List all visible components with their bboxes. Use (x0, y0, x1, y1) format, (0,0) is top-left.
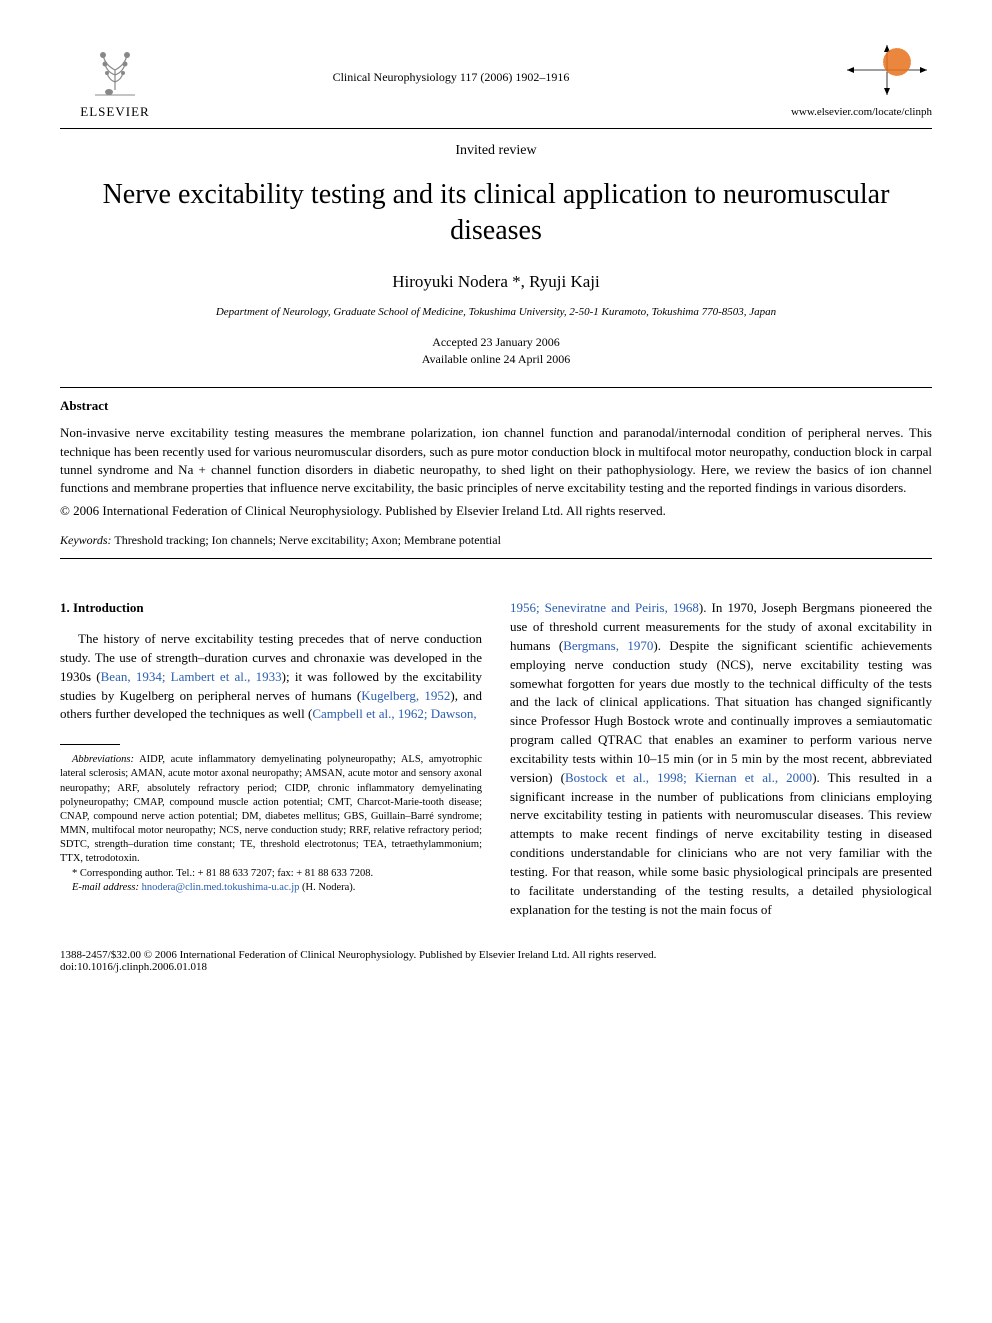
email-link[interactable]: hnodera@clin.med.tokushima-u.ac.jp (142, 882, 300, 893)
abstract-rule-top (60, 387, 932, 388)
journal-reference: Clinical Neurophysiology 117 (2006) 1902… (170, 40, 732, 85)
email-footnote: E-mail address: hnodera@clin.med.tokushi… (60, 881, 482, 895)
article-title: Nerve excitability testing and its clini… (60, 177, 932, 250)
text-fragment: ). Despite the significant scientific ac… (510, 638, 932, 785)
abstract-text: Non-invasive nerve excitability testing … (60, 424, 932, 497)
abbreviations-text: AIDP, acute inflammatory demyelinating p… (60, 754, 482, 864)
column-right: 1956; Seneviratne and Peiris, 1968). In … (510, 599, 932, 919)
citation-link[interactable]: Kugelberg, 1952 (361, 688, 450, 703)
footnote-separator (60, 744, 120, 745)
citation-link[interactable]: 1956; Seneviratne and Peiris, 1968 (510, 600, 699, 615)
article-dates: Accepted 23 January 2006 Available onlin… (60, 334, 932, 368)
citation-link[interactable]: Campbell et al., 1962; Dawson, (312, 706, 476, 721)
citation-link[interactable]: Bergmans, 1970 (563, 638, 653, 653)
page-footer: 1388-2457/$32.00 © 2006 International Fe… (60, 949, 932, 973)
footer-doi: doi:10.1016/j.clinph.2006.01.018 (60, 961, 932, 973)
publisher-block: ELSEVIER (60, 40, 170, 120)
elsevier-tree-logo (85, 40, 145, 100)
email-suffix: (H. Nodera). (302, 882, 355, 893)
footer-copyright: 1388-2457/$32.00 © 2006 International Fe… (60, 949, 932, 961)
publisher-name: ELSEVIER (80, 104, 149, 120)
intro-paragraph-right: 1956; Seneviratne and Peiris, 1968). In … (510, 599, 932, 919)
authors: Hiroyuki Nodera *, Ryuji Kaji (60, 272, 932, 292)
keywords-text: Threshold tracking; Ion channels; Nerve … (114, 533, 501, 547)
keywords-line: Keywords: Threshold tracking; Ion channe… (60, 533, 932, 548)
society-block: www.elsevier.com/locate/clinph (732, 40, 932, 118)
email-label: E-mail address: (72, 882, 139, 893)
citation-link[interactable]: Bean, 1934; Lambert et al., 1933 (101, 669, 282, 684)
article-type: Invited review (60, 143, 932, 159)
available-date: Available online 24 April 2006 (60, 351, 932, 368)
abstract-heading: Abstract (60, 398, 932, 414)
section-heading-introduction: 1. Introduction (60, 599, 482, 618)
body-columns: 1. Introduction The history of nerve exc… (60, 599, 932, 919)
header-row: ELSEVIER Clinical Neurophysiology 117 (2… (60, 40, 932, 120)
abbreviations-label: Abbreviations: (72, 754, 134, 765)
abstract-copyright: © 2006 International Federation of Clini… (60, 503, 932, 519)
column-left: 1. Introduction The history of nerve exc… (60, 599, 482, 919)
keywords-label: Keywords: (60, 533, 112, 547)
citation-link[interactable]: Bostock et al., 1998; Kiernan et al., 20… (565, 770, 812, 785)
abstract-rule-bottom (60, 558, 932, 559)
journal-url: www.elsevier.com/locate/clinph (791, 106, 932, 118)
abstract-body: Non-invasive nerve excitability testing … (60, 425, 932, 495)
affiliation: Department of Neurology, Graduate School… (60, 306, 932, 318)
abbreviations-footnote: Abbreviations: AIDP, acute inflammatory … (60, 753, 482, 866)
accepted-date: Accepted 23 January 2006 (60, 334, 932, 351)
society-compass-logo (842, 40, 932, 100)
intro-paragraph-left: The history of nerve excitability testin… (60, 630, 482, 724)
header-rule (60, 128, 932, 129)
text-fragment: ). This resulted in a significant increa… (510, 770, 932, 917)
corresponding-author-footnote: * Corresponding author. Tel.: + 81 88 63… (60, 867, 482, 881)
